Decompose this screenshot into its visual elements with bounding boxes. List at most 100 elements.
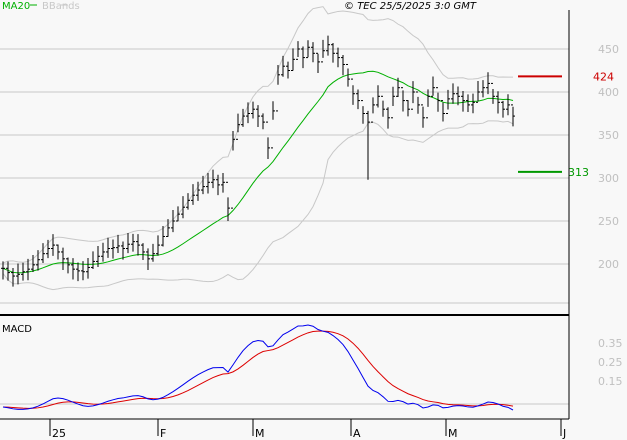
ohlc-bar <box>511 104 515 127</box>
ohlc-bar <box>206 173 210 194</box>
y-tick-label: 300 <box>598 172 619 185</box>
ohlc-bar <box>456 86 460 106</box>
ohlc-bar <box>16 263 20 285</box>
ohlc-bar <box>126 233 130 254</box>
ohlc-bar <box>216 174 220 196</box>
y-tick-label: 400 <box>598 86 619 99</box>
ohlc-bar <box>141 243 145 260</box>
y-tick-label: 250 <box>598 215 619 228</box>
ohlc-bar <box>331 43 335 63</box>
ohlc-bar <box>236 113 240 140</box>
ohlc-bar <box>466 94 470 113</box>
x-tick-label: A <box>353 427 361 440</box>
ohlc-bar <box>256 105 260 128</box>
ohlc-bar <box>271 101 275 149</box>
ohlc-bar <box>386 107 390 129</box>
ohlc-bar <box>366 110 370 180</box>
ohlc-bar <box>416 91 420 114</box>
ohlc-bar <box>471 93 475 114</box>
ohlc-bar <box>156 235 160 256</box>
legend-bbands: BBands <box>42 1 80 12</box>
ohlc-bar <box>341 55 345 76</box>
ohlc-bar <box>306 40 310 59</box>
ohlc-bar <box>231 130 235 209</box>
ohlc-bar <box>486 72 490 95</box>
ohlc-bar <box>186 193 190 210</box>
ohlc-bar <box>71 258 75 280</box>
ohlc-bar <box>376 85 380 108</box>
resistance-label: 424 <box>593 70 614 83</box>
ohlc-bar <box>146 248 150 271</box>
ohlc-bar <box>76 262 80 282</box>
ohlc-bar <box>491 82 495 104</box>
ohlc-bar <box>316 52 320 73</box>
support-label: 313 <box>568 166 589 179</box>
ohlc-bar <box>151 243 155 262</box>
ohlc-bar <box>296 41 300 60</box>
ohlc-bar <box>56 244 60 260</box>
ohlc-bar <box>441 100 445 122</box>
ohlc-bar <box>46 239 50 259</box>
ohlc-bar <box>191 184 195 205</box>
ohlc-bar <box>51 234 55 256</box>
ohlc-bar <box>326 35 330 56</box>
legend-ma20: MA20 <box>2 1 30 12</box>
ohlc-bar <box>321 39 325 63</box>
ohlc-bar <box>401 87 405 112</box>
ma20-line <box>2 70 514 274</box>
x-tick-label: J <box>562 427 566 440</box>
x-tick-label: M <box>448 427 458 440</box>
ohlc-bar <box>6 261 10 281</box>
ohlc-bar <box>361 100 365 124</box>
ohlc-bar <box>451 83 455 104</box>
x-tick-label: M <box>255 427 265 440</box>
ohlc-bar <box>81 261 85 281</box>
ohlc-bar <box>21 262 25 281</box>
ohlc-bar <box>396 77 400 98</box>
ohlc-bar <box>221 172 225 193</box>
ohlc-bar <box>336 47 340 68</box>
ohlc-bar <box>106 237 110 258</box>
macd-label: MACD <box>2 324 32 335</box>
ohlc-bar <box>286 61 290 79</box>
signal-line <box>2 330 514 409</box>
ohlc-bar <box>121 241 125 260</box>
ohlc-bar <box>1 261 5 280</box>
macd-tick-label: 0.25 <box>598 356 623 369</box>
ohlc-bar <box>431 76 435 97</box>
ohlc-bar <box>446 89 450 114</box>
ohlc-bar <box>91 251 95 269</box>
macd-line <box>2 324 514 411</box>
ohlc-bar <box>41 243 45 263</box>
bband-upper <box>2 6 514 264</box>
ohlc-bar <box>181 196 185 219</box>
ohlc-bar <box>196 181 200 201</box>
ohlc-bar <box>281 55 285 77</box>
ohlc-bar <box>346 63 350 87</box>
ohlc-bar <box>301 46 305 69</box>
ohlc-bar <box>406 100 410 117</box>
ohlc-bar <box>261 113 265 130</box>
ohlc-bar <box>426 89 430 119</box>
ohlc-bar <box>61 247 65 270</box>
ohlc-bar <box>421 104 425 128</box>
ohlc-bar <box>371 97 375 123</box>
ohlc-bar <box>381 95 385 117</box>
ohlc-bar <box>461 91 465 112</box>
ohlc-bar <box>86 258 90 279</box>
ohlc-bar <box>501 100 505 118</box>
ohlc-bar <box>161 225 165 247</box>
ohlc-bar <box>116 234 120 254</box>
macd-tick-label: 0.15 <box>598 375 623 388</box>
ohlc-bar <box>36 250 40 271</box>
ohlc-bar <box>436 87 440 112</box>
x-tick-label: 25 <box>52 427 66 440</box>
ohlc-bar <box>476 81 480 103</box>
ohlc-bar <box>11 268 15 287</box>
ohlc-bar <box>66 257 70 274</box>
ohlc-bar <box>176 206 180 222</box>
ohlc-bar <box>291 48 295 71</box>
ohlc-bar <box>171 210 175 233</box>
